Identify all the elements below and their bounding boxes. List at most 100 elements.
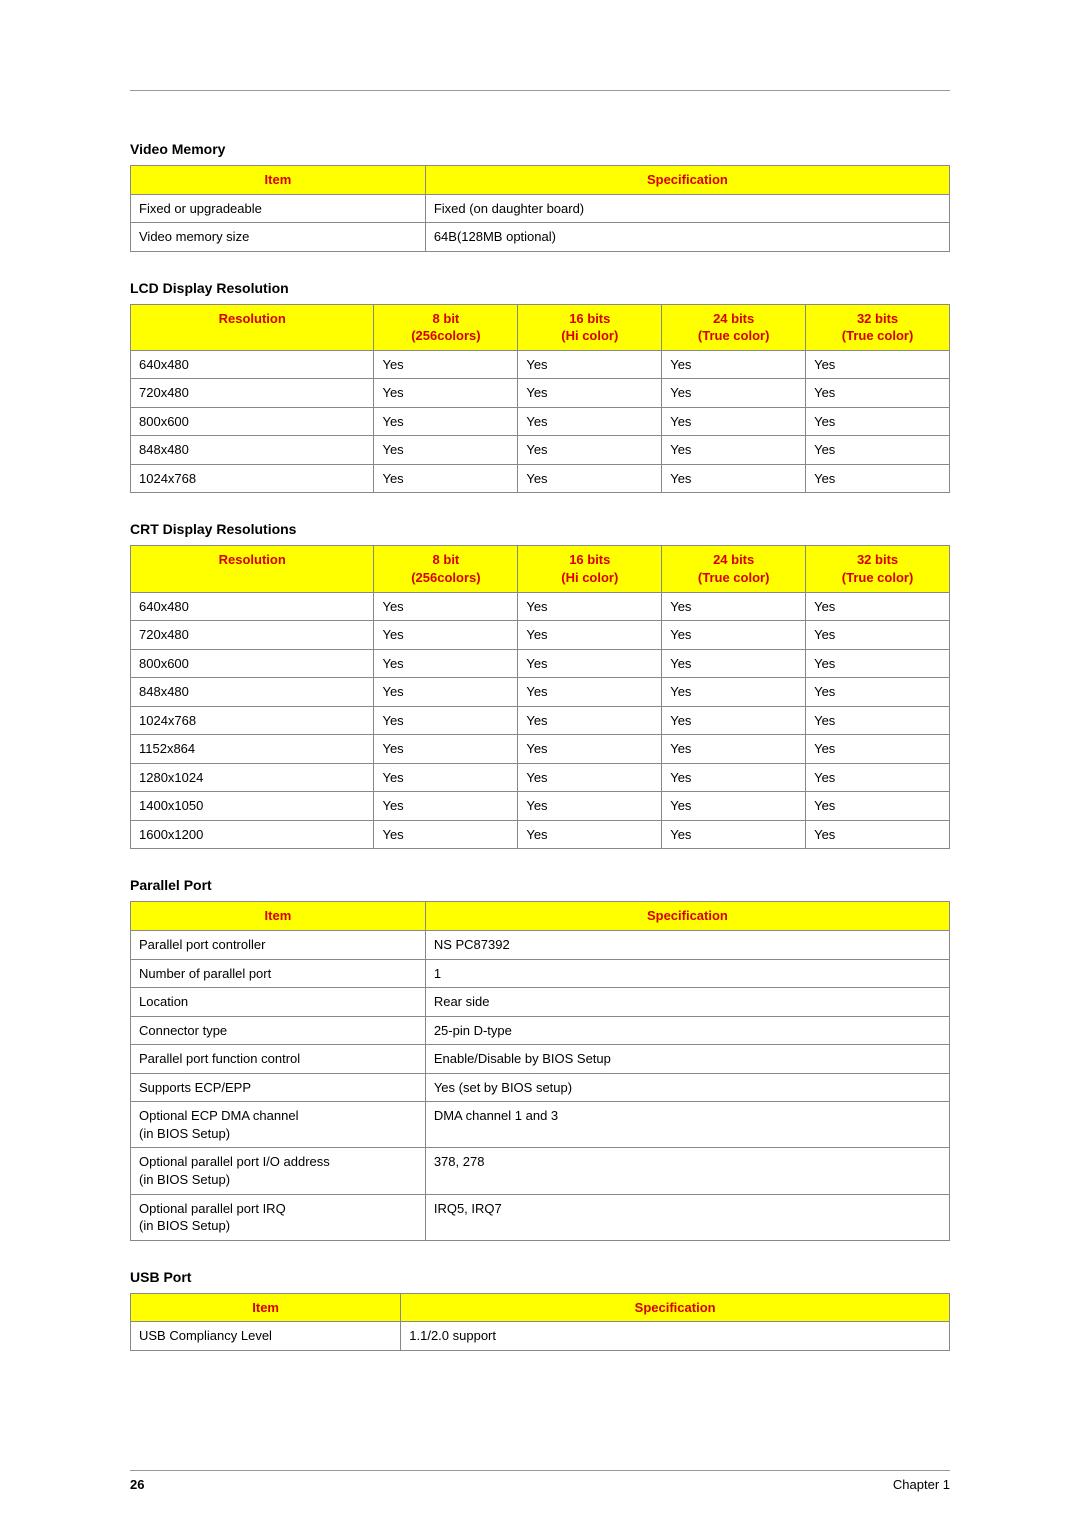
table-row: 848x480YesYesYesYes bbox=[131, 678, 950, 707]
table-cell: Yes bbox=[374, 407, 518, 436]
table-cell: Yes bbox=[374, 350, 518, 379]
table-cell: Yes bbox=[374, 763, 518, 792]
table-cell: Yes bbox=[662, 407, 806, 436]
table-cell: 1600x1200 bbox=[131, 820, 374, 849]
table-cell: 800x600 bbox=[131, 649, 374, 678]
top-rule bbox=[130, 90, 950, 91]
table-header: 24 bits(True color) bbox=[662, 304, 806, 350]
table-cell: Rear side bbox=[425, 988, 949, 1017]
table-cell: Optional ECP DMA channel(in BIOS Setup) bbox=[131, 1102, 426, 1148]
table-row: Video memory size64B(128MB optional) bbox=[131, 223, 950, 252]
table-row: 720x480YesYesYesYes bbox=[131, 379, 950, 408]
parallel-body: Parallel port controllerNS PC87392Number… bbox=[131, 931, 950, 1241]
table-row: USB Compliancy Level1.1/2.0 support bbox=[131, 1322, 950, 1351]
table-cell: Yes bbox=[518, 735, 662, 764]
crt-head-row: Resolution8 bit(256colors)16 bits(Hi col… bbox=[131, 546, 950, 592]
table-cell: Yes bbox=[806, 621, 950, 650]
table-row: 1280x1024YesYesYesYes bbox=[131, 763, 950, 792]
table-cell: Yes bbox=[806, 649, 950, 678]
table-row: Parallel port function controlEnable/Dis… bbox=[131, 1045, 950, 1074]
table-row: Supports ECP/EPPYes (set by BIOS setup) bbox=[131, 1073, 950, 1102]
table-cell: 378, 278 bbox=[425, 1148, 949, 1194]
table-cell: Yes bbox=[518, 820, 662, 849]
table-cell: USB Compliancy Level bbox=[131, 1322, 401, 1351]
table-cell: Supports ECP/EPP bbox=[131, 1073, 426, 1102]
table-cell: Optional parallel port I/O address(in BI… bbox=[131, 1148, 426, 1194]
table-cell: Yes bbox=[374, 792, 518, 821]
table-cell: Yes bbox=[518, 464, 662, 493]
table-cell: Yes bbox=[374, 621, 518, 650]
table-row: 1024x768YesYesYesYes bbox=[131, 706, 950, 735]
table-header: 8 bit(256colors) bbox=[374, 546, 518, 592]
table-cell: Yes bbox=[374, 592, 518, 621]
table-cell: Parallel port controller bbox=[131, 931, 426, 960]
col-item: Item bbox=[131, 902, 426, 931]
table-row: Fixed or upgradeableFixed (on daughter b… bbox=[131, 194, 950, 223]
table-row: 640x480YesYesYesYes bbox=[131, 350, 950, 379]
table-cell: Yes bbox=[518, 436, 662, 465]
table-cell: 1400x1050 bbox=[131, 792, 374, 821]
video-memory-title: Video Memory bbox=[130, 141, 950, 157]
table-row: Parallel port controllerNS PC87392 bbox=[131, 931, 950, 960]
table-cell: Yes bbox=[374, 649, 518, 678]
table-header: 8 bit(256colors) bbox=[374, 304, 518, 350]
table-cell: 1.1/2.0 support bbox=[401, 1322, 950, 1351]
table-cell: Yes bbox=[806, 379, 950, 408]
parallel-title: Parallel Port bbox=[130, 877, 950, 893]
table-cell: Yes (set by BIOS setup) bbox=[425, 1073, 949, 1102]
table-row: 800x600YesYesYesYes bbox=[131, 407, 950, 436]
table-cell: 1280x1024 bbox=[131, 763, 374, 792]
table-cell: Yes bbox=[662, 735, 806, 764]
table-cell: 1 bbox=[425, 959, 949, 988]
table-header: 32 bits(True color) bbox=[806, 546, 950, 592]
table-cell: Yes bbox=[518, 792, 662, 821]
table-cell: Yes bbox=[518, 706, 662, 735]
page-number: 26 bbox=[130, 1477, 144, 1492]
video-memory-table: Item Specification Fixed or upgradeableF… bbox=[130, 165, 950, 252]
usb-body: USB Compliancy Level1.1/2.0 support bbox=[131, 1322, 950, 1351]
table-cell: 1024x768 bbox=[131, 464, 374, 493]
table-cell: Yes bbox=[662, 763, 806, 792]
table-header: Resolution bbox=[131, 304, 374, 350]
footer: 26 Chapter 1 bbox=[130, 1470, 950, 1492]
table-cell: Yes bbox=[806, 820, 950, 849]
table-cell: Yes bbox=[806, 706, 950, 735]
table-cell: Yes bbox=[662, 706, 806, 735]
table-row: 1400x1050YesYesYesYes bbox=[131, 792, 950, 821]
lcd-body: 640x480YesYesYesYes720x480YesYesYesYes80… bbox=[131, 350, 950, 493]
table-cell: 1152x864 bbox=[131, 735, 374, 764]
crt-title: CRT Display Resolutions bbox=[130, 521, 950, 537]
table-cell: 1024x768 bbox=[131, 706, 374, 735]
table-cell: Yes bbox=[518, 379, 662, 408]
table-cell: 848x480 bbox=[131, 436, 374, 465]
video-memory-body: Fixed or upgradeableFixed (on daughter b… bbox=[131, 194, 950, 251]
table-cell: Yes bbox=[662, 820, 806, 849]
table-cell: Yes bbox=[806, 678, 950, 707]
usb-title: USB Port bbox=[130, 1269, 950, 1285]
parallel-table: Item Specification Parallel port control… bbox=[130, 901, 950, 1240]
table-cell: Number of parallel port bbox=[131, 959, 426, 988]
col-spec: Specification bbox=[425, 902, 949, 931]
lcd-head-row: Resolution8 bit(256colors)16 bits(Hi col… bbox=[131, 304, 950, 350]
table-row: Optional ECP DMA channel(in BIOS Setup)D… bbox=[131, 1102, 950, 1148]
table-row: 848x480YesYesYesYes bbox=[131, 436, 950, 465]
table-cell: Yes bbox=[662, 464, 806, 493]
table-header: 24 bits(True color) bbox=[662, 546, 806, 592]
table-cell: Yes bbox=[518, 649, 662, 678]
table-cell: 640x480 bbox=[131, 350, 374, 379]
table-cell: Yes bbox=[806, 763, 950, 792]
table-cell: 848x480 bbox=[131, 678, 374, 707]
table-cell: Yes bbox=[518, 763, 662, 792]
table-row: Connector type25-pin D-type bbox=[131, 1016, 950, 1045]
table-row: Number of parallel port1 bbox=[131, 959, 950, 988]
table-cell: Yes bbox=[662, 436, 806, 465]
table-cell: Fixed (on daughter board) bbox=[425, 194, 949, 223]
table-cell: Yes bbox=[806, 464, 950, 493]
table-cell: Yes bbox=[806, 350, 950, 379]
crt-table: Resolution8 bit(256colors)16 bits(Hi col… bbox=[130, 545, 950, 849]
table-cell: 720x480 bbox=[131, 379, 374, 408]
table-cell: 25-pin D-type bbox=[425, 1016, 949, 1045]
table-cell: Yes bbox=[518, 678, 662, 707]
table-cell: 800x600 bbox=[131, 407, 374, 436]
table-cell: Location bbox=[131, 988, 426, 1017]
